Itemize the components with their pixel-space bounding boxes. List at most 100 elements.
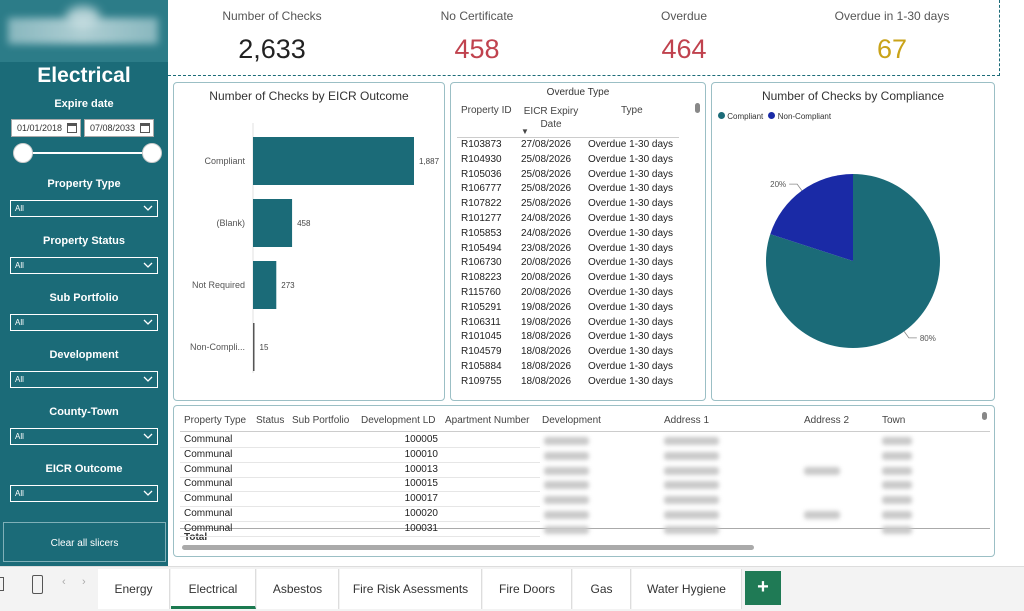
table-row[interactable]: R105036 25/08/2026 Overdue 1-30 days [461, 169, 681, 184]
column-header[interactable]: Address 1 [664, 415, 710, 426]
filter-label: Property Status [43, 235, 125, 247]
cell-property-id: R109755 [461, 375, 502, 387]
mobile-view-icon[interactable] [32, 575, 43, 594]
cell-property-id: R104579 [461, 346, 502, 358]
tab-gas[interactable]: Gas [573, 569, 631, 609]
column-header[interactable]: Status [256, 415, 285, 426]
bar-1[interactable] [253, 199, 293, 247]
horizontal-scrollbar[interactable] [182, 545, 754, 550]
bar-2[interactable] [253, 261, 277, 309]
page-title: Electrical [37, 64, 131, 87]
dropdown-value: All [15, 261, 24, 270]
cell-type: Overdue 1-30 days [588, 301, 674, 313]
tab-fire-doors[interactable]: Fire Doors [483, 569, 572, 609]
table-row[interactable]: R106777 25/08/2026 Overdue 1-30 days [461, 183, 681, 198]
table-row[interactable]: R115760 20/08/2026 Overdue 1-30 days [461, 287, 681, 302]
filter-dropdown[interactable]: All [10, 371, 158, 388]
filter-dropdown[interactable]: All [10, 428, 158, 445]
column-header[interactable]: Town [882, 415, 906, 426]
overdue-type-table[interactable]: Overdue Type Property ID EICR Expiry Dat… [450, 82, 706, 401]
slider-start-handle[interactable] [13, 143, 33, 163]
redacted-cell [664, 451, 719, 460]
tab-asbestos[interactable]: Asbestos [257, 569, 339, 609]
calendar-icon[interactable] [140, 123, 150, 133]
date-from-input[interactable]: 01/01/2018 [11, 119, 81, 137]
legend-item-compliant[interactable]: Compliant [727, 112, 764, 121]
table-row[interactable]: R106730 20/08/2026 Overdue 1-30 days [461, 257, 681, 272]
legend-item-non-compliant[interactable]: Non-Compliant [777, 112, 832, 121]
filter-dropdown[interactable]: All [10, 314, 158, 331]
slider-end-handle[interactable] [142, 143, 162, 163]
bar-0[interactable] [253, 137, 414, 185]
sort-desc-icon[interactable]: ▼ [521, 127, 529, 136]
column-header[interactable]: Apartment Number [445, 415, 530, 426]
filter-dropdown[interactable]: All [10, 200, 158, 217]
tab-water-hygiene[interactable]: Water Hygiene [632, 569, 742, 609]
kpi-label: Number of Checks [222, 9, 322, 23]
filter-dropdown[interactable]: All [10, 257, 158, 274]
chevron-down-icon[interactable] [143, 316, 153, 328]
chart-title: Number of Checks by Compliance [761, 89, 945, 103]
table-row[interactable]: R105853 24/08/2026 Overdue 1-30 days [461, 228, 681, 243]
eicr-outcome-chart[interactable]: Number of Checks by EICR Outcome Complia… [173, 82, 445, 401]
property-details-table[interactable]: Total Property Type Status Sub Portfolio De… [173, 405, 995, 557]
pie-slice-non-compliant[interactable] [770, 174, 853, 261]
table-row[interactable]: R105291 19/08/2026 Overdue 1-30 days [461, 302, 681, 317]
column-header[interactable]: Sub Portfolio [292, 415, 350, 426]
date-range-slider[interactable] [22, 152, 152, 154]
table-row[interactable]: R109755 18/08/2026 Overdue 1-30 days [461, 376, 681, 391]
table-row[interactable]: R104930 25/08/2026 Overdue 1-30 days [461, 154, 681, 169]
table-row[interactable]: R108223 20/08/2026 Overdue 1-30 days [461, 272, 681, 287]
column-header-type[interactable]: Type [621, 105, 643, 116]
chevron-down-icon[interactable] [143, 202, 153, 214]
chevron-down-icon[interactable] [143, 259, 153, 271]
cell-property-type: Communal [184, 508, 233, 519]
desktop-view-icon[interactable] [0, 577, 4, 591]
redacted-cell [664, 481, 719, 490]
kpi-value: 458 [454, 34, 500, 64]
cell-expiry-date: 24/08/2026 [521, 227, 572, 239]
clear-slicers-button[interactable]: Clear all slicers [3, 522, 166, 562]
table-row[interactable]: R101277 24/08/2026 Overdue 1-30 days [461, 213, 681, 228]
next-page-icon[interactable]: › [82, 576, 86, 588]
prev-page-icon[interactable]: ‹ [62, 576, 66, 588]
kpi-label: No Certificate [440, 9, 514, 23]
cell-property-type: Communal [184, 493, 233, 505]
calendar-icon[interactable] [67, 123, 77, 133]
table-scrollbar[interactable] [695, 103, 700, 113]
column-header[interactable]: Development [542, 415, 601, 426]
column-header-expiry-date[interactable]: EICR Expiry Date [523, 106, 579, 130]
chevron-down-icon[interactable] [143, 373, 153, 385]
tab-energy[interactable]: Energy [98, 569, 170, 609]
column-header[interactable]: Development LD [361, 415, 436, 426]
table-row[interactable]: R107822 25/08/2026 Overdue 1-30 days [461, 198, 681, 213]
table-row[interactable]: R103873 27/08/2026 Overdue 1-30 days [461, 139, 681, 154]
add-page-button[interactable]: + [745, 571, 781, 605]
chart-legend[interactable]: Compliant Non-Compliant [718, 112, 831, 121]
table-row[interactable]: R101045 18/08/2026 Overdue 1-30 days [461, 331, 681, 346]
date-to-input[interactable]: 07/08/2033 [84, 119, 154, 137]
expire-date-label: Expire date [54, 98, 114, 110]
compliance-chart[interactable]: Number of Checks by Compliance Compliant… [711, 82, 995, 401]
table-row[interactable]: R105884 18/08/2026 Overdue 1-30 days [461, 361, 681, 376]
tab-fire-risk-asessments[interactable]: Fire Risk Asessments [340, 569, 482, 609]
bar-chart-svg: Compliant 1,887 (Blank) 458 Not Required 273 N… [190, 123, 440, 373]
table-row[interactable]: R104579 18/08/2026 Overdue 1-30 days [461, 346, 681, 361]
cell-expiry-date: 18/08/2026 [521, 361, 572, 372]
bar-3[interactable] [253, 323, 255, 371]
cell-property-id: R103873 [461, 139, 502, 150]
column-header-property-id[interactable]: Property ID [461, 105, 512, 116]
table-row[interactable]: R106311 19/08/2026 Overdue 1-30 days [461, 317, 681, 332]
column-header[interactable]: Property Type [184, 415, 247, 426]
tab-electrical[interactable]: Electrical [171, 569, 256, 609]
column-header[interactable]: Address 2 [804, 415, 850, 426]
vertical-scrollbar[interactable] [982, 412, 987, 420]
chevron-down-icon[interactable] [143, 487, 153, 499]
filter-dropdown[interactable]: All [10, 485, 158, 502]
page-tab-bar: ‹ › + Energy Electrical Asbestos Fire Risk … [0, 566, 1024, 611]
cell-expiry-date: 27/08/2026 [521, 139, 572, 150]
cell-development-ld: 100031 [404, 522, 438, 534]
table-row[interactable]: R105494 23/08/2026 Overdue 1-30 days [461, 243, 681, 258]
cell-expiry-date: 19/08/2026 [521, 301, 572, 313]
chevron-down-icon[interactable] [143, 430, 153, 442]
